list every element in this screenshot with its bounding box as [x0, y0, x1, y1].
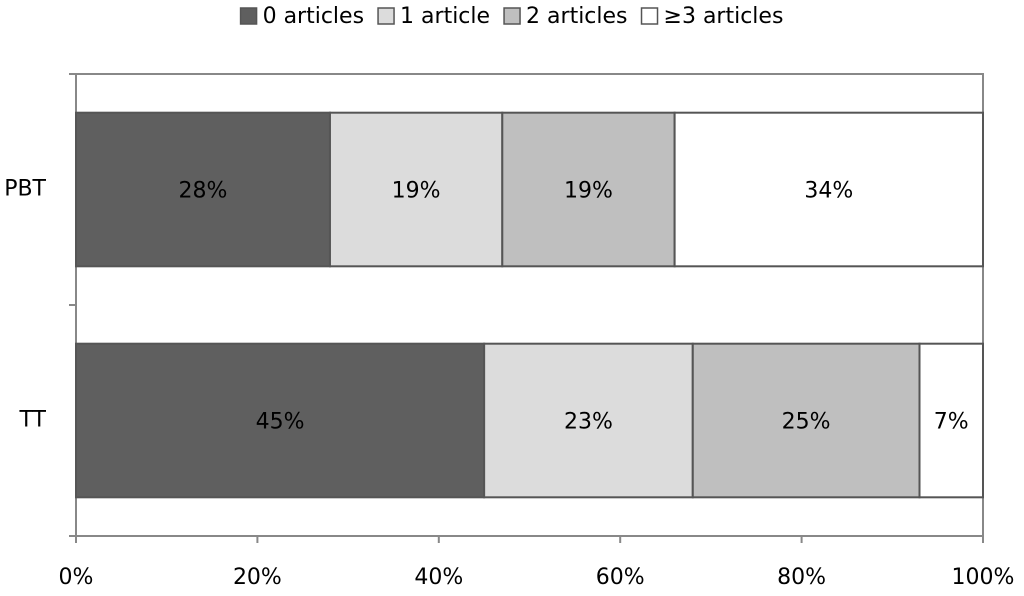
y-tick-label: TT	[19, 408, 47, 433]
data-label: 19%	[564, 179, 613, 204]
data-label: 19%	[392, 179, 441, 204]
data-label: 45%	[256, 410, 305, 435]
y-tick-label: PBT	[4, 177, 46, 202]
data-label: 28%	[179, 179, 228, 204]
data-label: 25%	[782, 410, 831, 435]
bar-segment	[501, 111, 676, 268]
bar-segment	[691, 342, 921, 499]
bar-segment	[673, 111, 984, 268]
bar-segment	[483, 342, 694, 499]
legend-swatch	[503, 7, 521, 25]
legend-label: 0 articles	[263, 4, 364, 29]
x-tick-label: 20%	[233, 565, 282, 590]
legend-swatch	[377, 7, 395, 25]
data-label: 7%	[934, 410, 969, 435]
legend-swatch	[640, 7, 659, 25]
bar-segment	[75, 342, 486, 499]
legend-swatch	[239, 7, 258, 25]
legend-label: ≥3 articles	[664, 4, 784, 29]
data-label: 34%	[804, 179, 853, 204]
bar-segment	[918, 342, 985, 499]
x-tick-label: 100%	[952, 565, 1015, 590]
x-tick-label: 40%	[414, 565, 463, 590]
x-tick-label: 0%	[59, 565, 94, 590]
data-label: 23%	[564, 410, 613, 435]
legend-label: 2 articles	[526, 4, 627, 29]
x-tick-label: 60%	[596, 565, 645, 590]
x-tick-label: 80%	[777, 565, 826, 590]
legend-label: 1 article	[400, 4, 490, 29]
